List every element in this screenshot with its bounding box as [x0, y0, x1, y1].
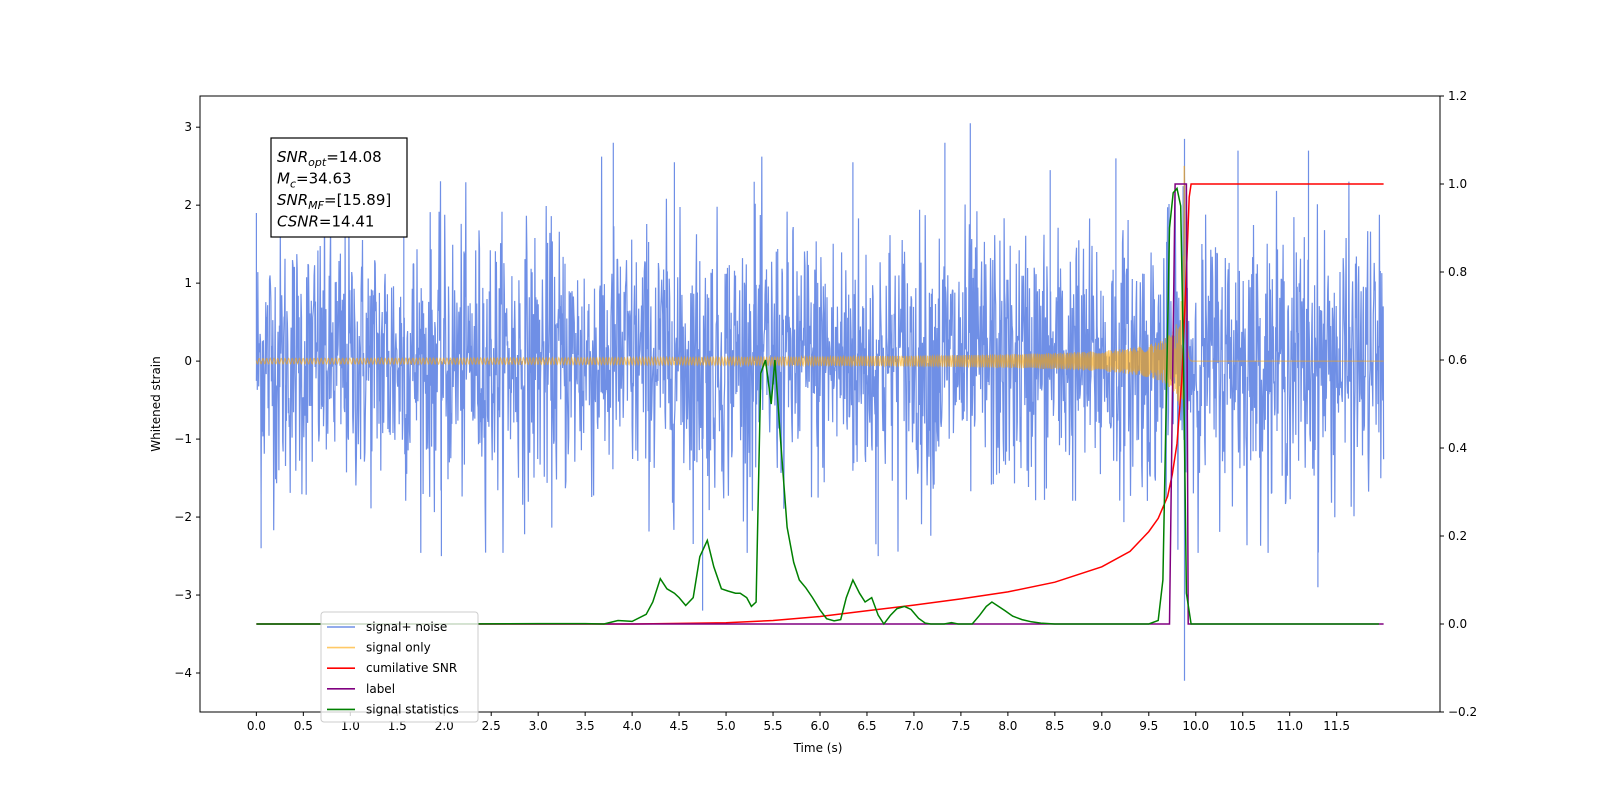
x-tick-label: 10.5 [1229, 719, 1256, 733]
x-tick-label: 5.5 [763, 719, 782, 733]
legend-frame [320, 611, 479, 723]
annotation-value: =34.63 [296, 170, 352, 188]
y2-tick-label: 0.4 [1448, 441, 1467, 455]
series-layer [255, 123, 1385, 681]
y-tick-label: 3 [184, 120, 192, 134]
annotation-value: =[15.89] [324, 191, 391, 209]
annotation-sub: c [290, 178, 296, 191]
x-tick-label: 4.0 [623, 719, 642, 733]
annotation-base: M [277, 170, 290, 188]
x-tick-label: 10.0 [1182, 719, 1209, 733]
y2-tick-label: 1.2 [1448, 89, 1467, 103]
y-tick-label: −2 [174, 510, 192, 524]
annotation-base: CSNR [277, 213, 319, 231]
annotation-line: CSNR=14.41 [277, 213, 374, 231]
annotation-base: SNR [277, 148, 308, 166]
annotation-line: SNRopt=14.08 [277, 148, 382, 169]
x-tick-label: 7.0 [904, 719, 923, 733]
x-tick-label: 2.5 [482, 719, 501, 733]
x-tick-label: 6.5 [857, 719, 876, 733]
annotation-line: SNRMF=[15.89] [277, 191, 391, 212]
annotation-value: =14.41 [319, 213, 375, 231]
x-tick-label: 3.5 [576, 719, 595, 733]
y2-tick-label: 1.0 [1448, 177, 1467, 191]
series-line-signal-only [255, 165, 1384, 408]
x-tick-label: 3.0 [529, 719, 548, 733]
x-tick-label: 9.5 [1139, 719, 1158, 733]
x-axis-label: Time (s) [793, 741, 843, 755]
y-tick-label: 2 [184, 198, 192, 212]
x-tick-label: 5.0 [717, 719, 736, 733]
y-tick-label: 0 [184, 354, 192, 368]
legend-item-signal-statistics: signal statistics [366, 702, 459, 716]
x-tick-label: 4.5 [670, 719, 689, 733]
series-line-signal-statistics [256, 186, 1379, 626]
y-axis-right: 1.2 1.0 0.8 0.6 0.4 0.2 0.0 −0.2 [1440, 89, 1477, 719]
y2-tick-label: −0.2 [1448, 705, 1477, 719]
y-tick-label: −3 [174, 588, 192, 602]
x-tick-label: 11.0 [1276, 719, 1303, 733]
annotation-base: SNR [277, 191, 308, 209]
annotation-lines: SNRopt=14.08Mc=34.63SNRMF=[15.89]CSNR=14… [277, 148, 391, 231]
annotation-frame [270, 137, 408, 238]
legend: signal+ noise signal only cumilative SNR la… [320, 611, 479, 723]
x-tick-label: 7.5 [951, 719, 970, 733]
x-axis: 0.0 0.5 1.0 1.5 2.0 2.5 3.0 3.5 4.0 4.5 5.0 5.5 6.0 6… [247, 712, 1350, 733]
legend-item-signal-only: signal only [366, 641, 431, 655]
y-tick-label: −4 [174, 666, 192, 680]
y-axis-left: 3 2 1 0 −1 −2 −3 −4 [174, 120, 200, 680]
x-tick-label: 9.0 [1092, 719, 1111, 733]
x-tick-label: 0.5 [294, 719, 313, 733]
series-line-signal-noise [255, 123, 1385, 681]
annotation-sub: MF [308, 199, 324, 212]
x-tick-label: 8.5 [1045, 719, 1064, 733]
x-tick-label: 0.0 [247, 719, 266, 733]
y2-tick-label: 0.2 [1448, 529, 1467, 543]
y2-tick-label: 0.0 [1448, 617, 1467, 631]
y2-tick-label: 0.8 [1448, 265, 1467, 279]
y2-tick-label: 0.6 [1448, 353, 1467, 367]
y-tick-label: 1 [184, 276, 192, 290]
legend-items: signal+ noise signal only cumilative SNR la… [327, 620, 459, 716]
annotation-box: SNRopt=14.08Mc=34.63SNRMF=[15.89]CSNR=14… [270, 137, 408, 238]
x-tick-label: 11.5 [1323, 719, 1350, 733]
x-tick-label: 6.0 [810, 719, 829, 733]
legend-item-label: label [366, 682, 395, 696]
legend-item-signal-noise: signal+ noise [366, 620, 447, 634]
annotation-sub: opt [308, 156, 327, 169]
annotation-value: =14.08 [326, 148, 382, 166]
y-axis-label: Whitened strain [149, 356, 163, 452]
annotation-line: Mc=34.63 [277, 170, 352, 191]
y-tick-label: −1 [174, 432, 192, 446]
x-tick-label: 8.0 [998, 719, 1017, 733]
legend-item-cumulative-snr: cumilative SNR [366, 661, 457, 675]
